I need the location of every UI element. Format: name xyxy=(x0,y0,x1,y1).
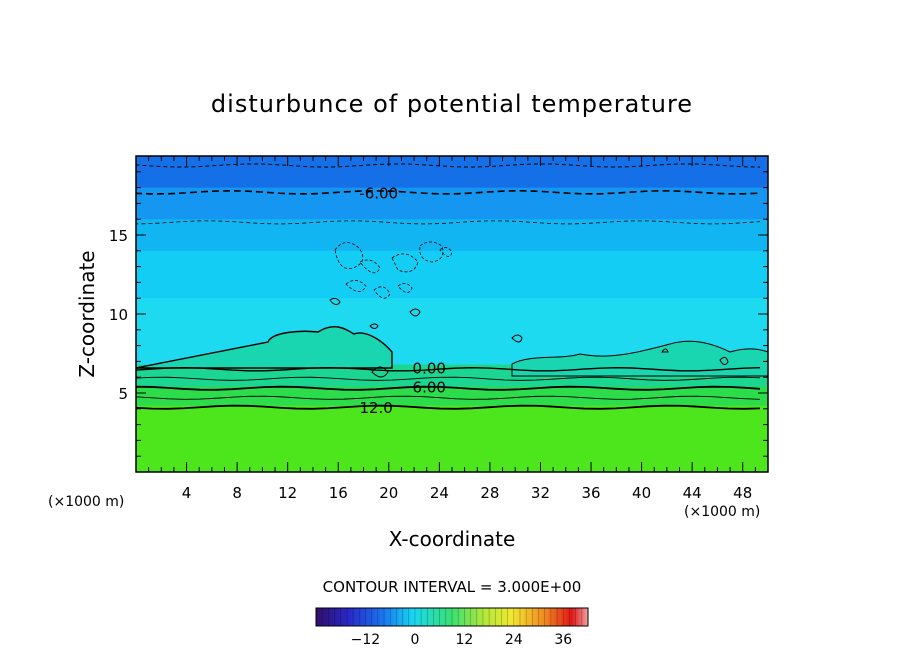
contour-line-7 xyxy=(136,404,761,410)
cloud-outline-right xyxy=(511,340,768,377)
y-unit-right: (×1000 m) xyxy=(684,504,760,520)
y-axis-label: Z-coordinate xyxy=(75,250,99,377)
y-tick-label: 5 xyxy=(118,385,128,403)
contour-label: 6.00 xyxy=(413,379,446,397)
plot-area xyxy=(136,156,768,472)
dashed-cloud-contours xyxy=(334,241,453,299)
colorbar-tick-label: 36 xyxy=(554,632,572,648)
temperature-field xyxy=(136,156,768,472)
colorbar-divisions xyxy=(321,608,583,626)
y-axis-ticks: 5 10 15 xyxy=(109,171,768,457)
contour-interval-note: CONTOUR INTERVAL = 3.000E+00 xyxy=(323,578,582,596)
contour-lines xyxy=(136,163,761,410)
contour-labels: -6.00 0.006.00 12.0 xyxy=(359,184,446,417)
x-tick-label: 36 xyxy=(581,484,600,502)
x-tick-label: 20 xyxy=(379,484,398,502)
colorbar-ticks: −12 0 12 24 36 xyxy=(351,632,573,648)
x-tick-label: 44 xyxy=(683,484,702,502)
y-tick-label: 10 xyxy=(109,306,128,324)
x-tick-label: 16 xyxy=(329,484,348,502)
scattered-contours xyxy=(329,297,729,378)
colorbar-tick-label: −12 xyxy=(351,632,381,648)
x-tick-label: 28 xyxy=(480,484,499,502)
x-tick-label: 24 xyxy=(430,484,449,502)
x-tick-label: 12 xyxy=(278,484,297,502)
x-tick-label: 4 xyxy=(182,484,192,502)
contour-label: 12.0 xyxy=(359,399,392,417)
chart-title: disturbunce of potential temperature xyxy=(211,90,693,118)
contour-line-4 xyxy=(136,376,761,381)
x-tick-label: 48 xyxy=(733,484,752,502)
x-tick-label: 32 xyxy=(531,484,550,502)
field-layer-7 xyxy=(136,405,768,472)
y-tick-label: 15 xyxy=(109,227,128,245)
colorbar: −12 0 12 24 36 xyxy=(315,607,589,648)
contour-line-2 xyxy=(136,220,761,225)
contour-line-5 xyxy=(136,385,761,391)
contour-line-6 xyxy=(136,395,761,400)
colorbar-bar xyxy=(315,607,589,627)
contour-line-1 xyxy=(136,189,761,195)
contour-line-0 xyxy=(136,163,761,168)
x-axis-label: X-coordinate xyxy=(389,527,516,551)
colorbar-tick-label: 24 xyxy=(505,632,523,648)
x-axis-ticks: 4 8 12 16 20 24 28 32 36 40 44 48 xyxy=(148,156,756,502)
x-unit-left: (×1000 m) xyxy=(48,494,124,510)
contour-label: -6.00 xyxy=(359,184,398,202)
x-tick-label: 40 xyxy=(632,484,651,502)
colorbar-tick-label: 0 xyxy=(410,632,419,648)
contour-line-3 xyxy=(136,366,761,372)
cloud-outline-left xyxy=(136,325,393,369)
x-tick-label: 8 xyxy=(232,484,242,502)
colorbar-tick-label: 12 xyxy=(455,632,473,648)
contour-label: 0.00 xyxy=(413,360,446,378)
